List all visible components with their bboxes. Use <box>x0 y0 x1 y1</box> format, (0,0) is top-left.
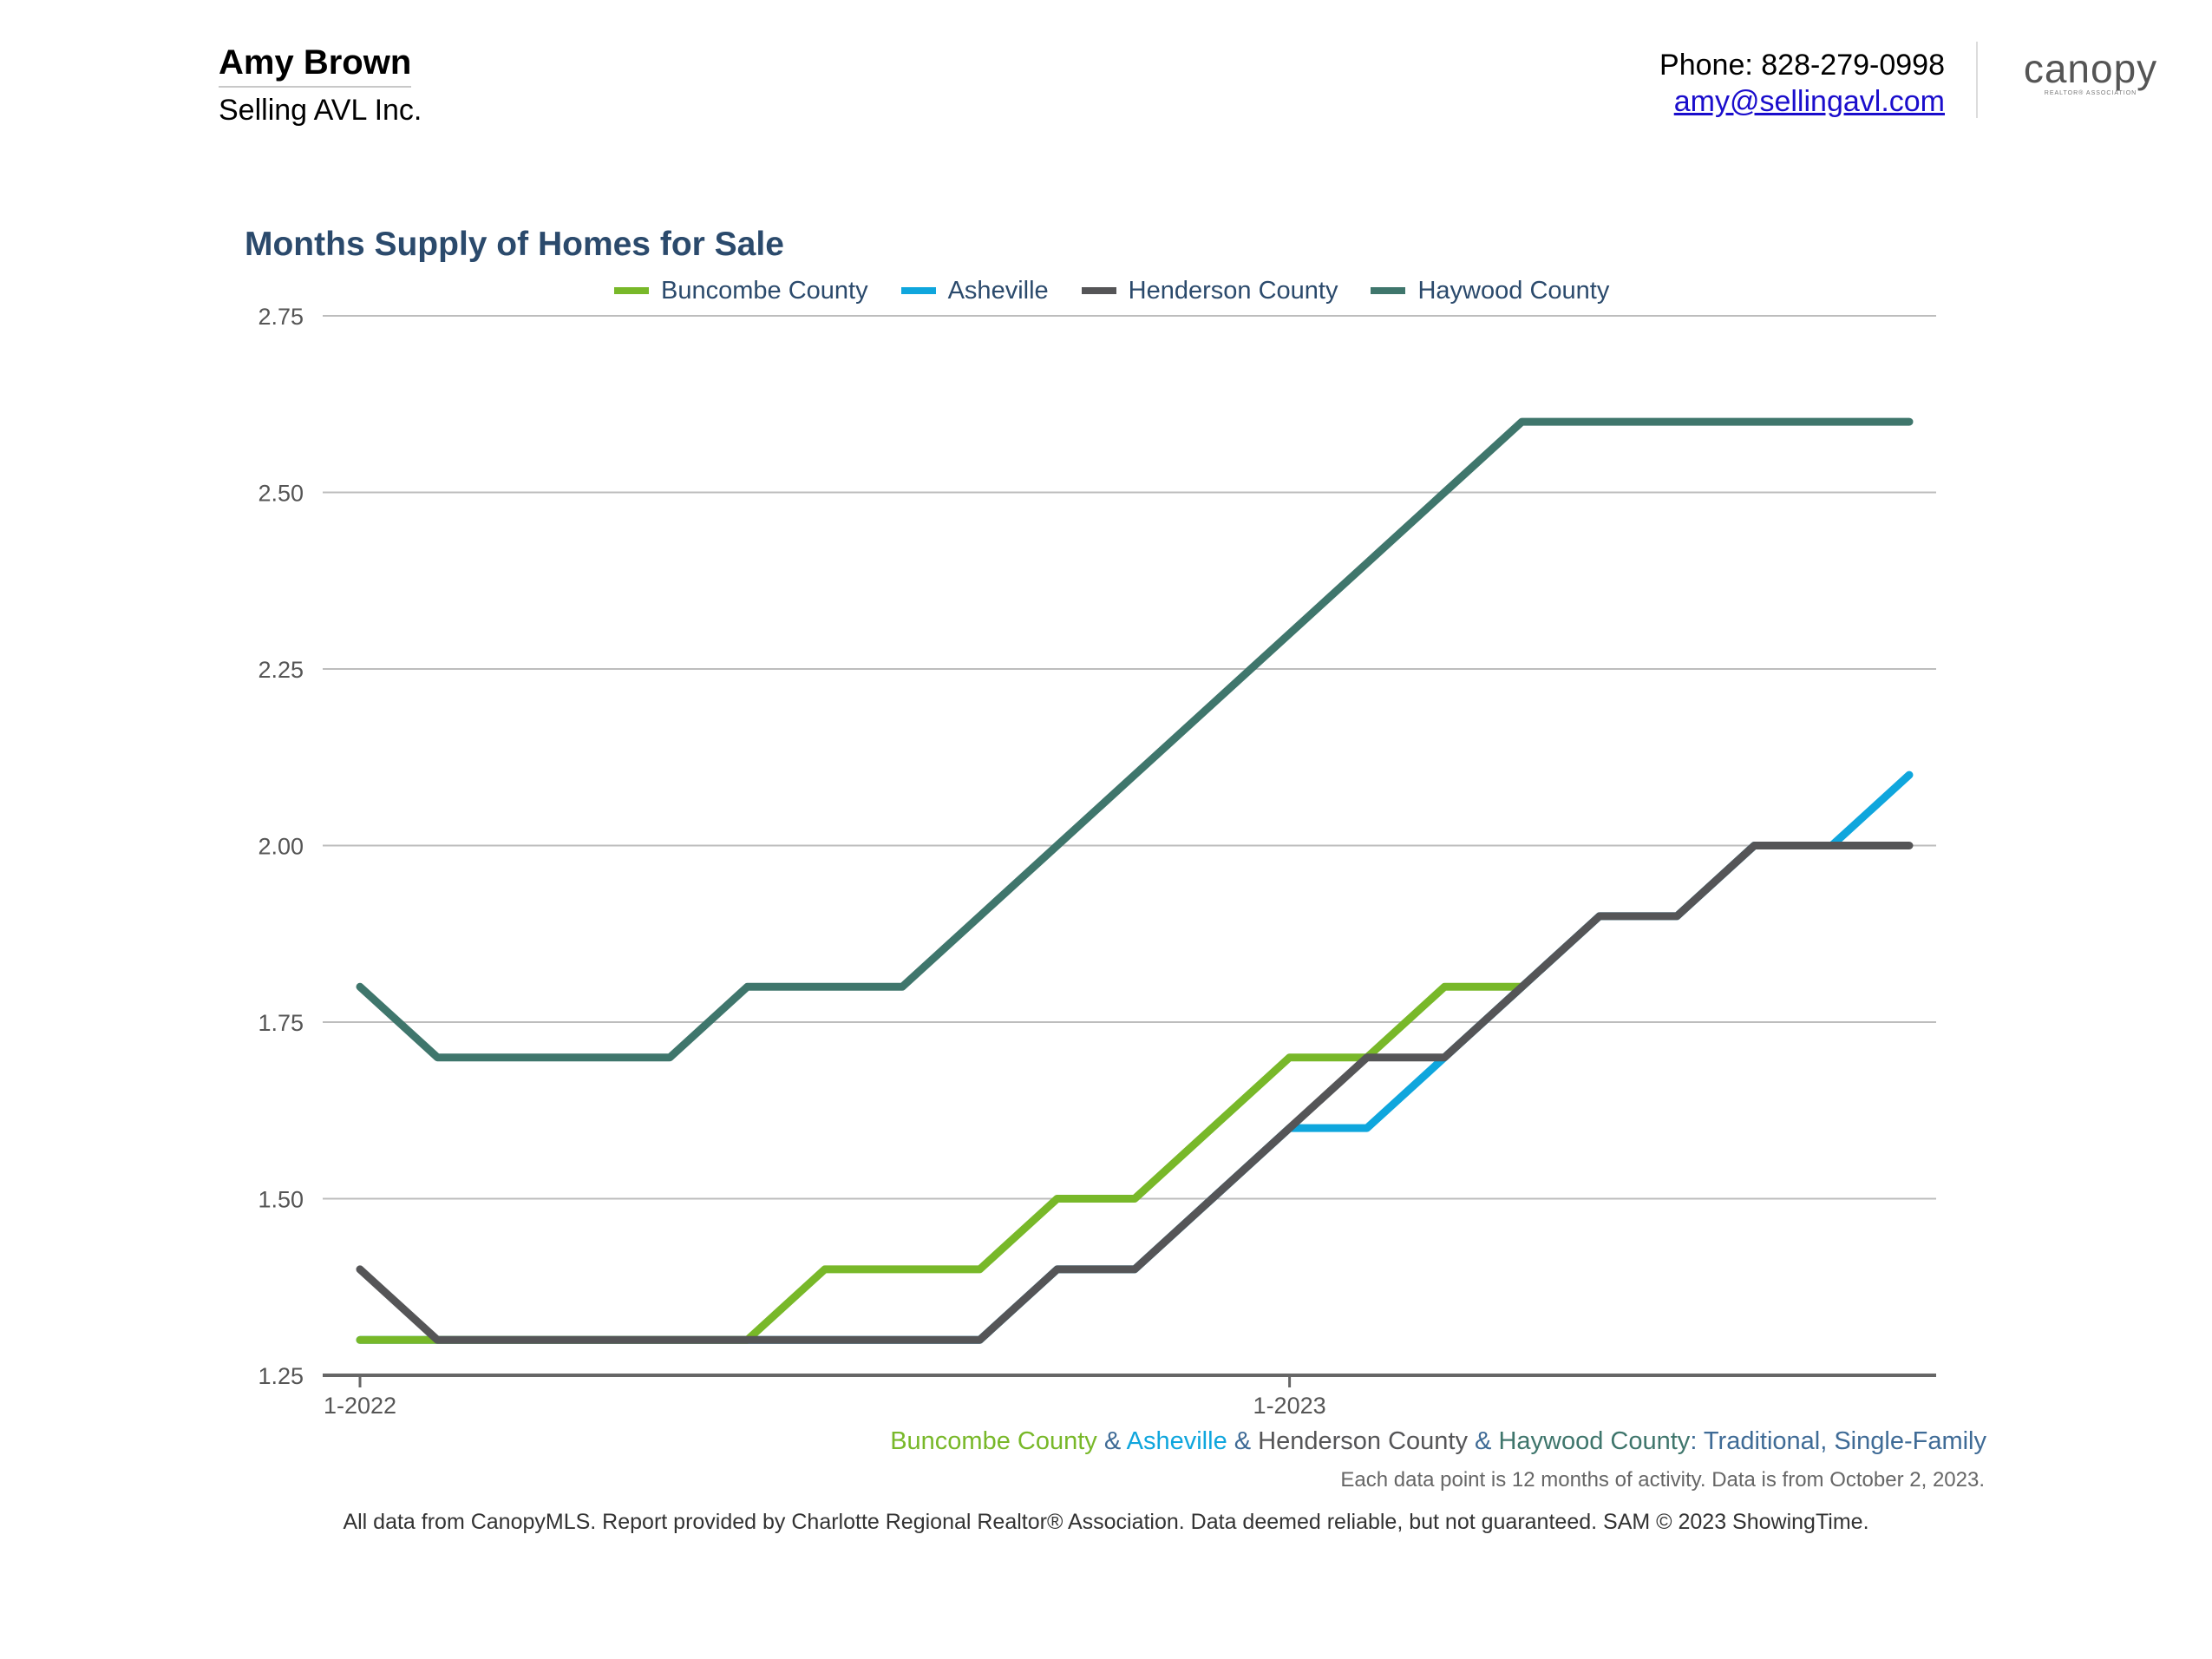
legend-swatch <box>1081 287 1116 294</box>
subtitle-part: Asheville <box>1126 1427 1227 1455</box>
subtitle-part: Henderson County <box>1258 1427 1468 1455</box>
subtitle-part: & <box>1468 1427 1499 1455</box>
chart-legend: Buncombe County Asheville Henderson County… <box>614 273 1642 308</box>
legend-swatch <box>614 287 649 294</box>
subtitle-part: Haywood County <box>1498 1427 1691 1455</box>
legend-item: Buncombe County <box>614 277 868 305</box>
subtitle-part: & <box>1096 1427 1127 1455</box>
agent-company: Selling AVL Inc. <box>219 94 422 127</box>
y-tick-label: 2.75 <box>258 304 304 330</box>
y-tick-label: 2.25 <box>258 657 304 683</box>
legend-item: Asheville <box>900 276 1049 305</box>
x-tick-label: 1-2023 <box>1253 1393 1326 1419</box>
legend-label: Haywood County <box>1417 276 1610 305</box>
series-line-haywood-county <box>356 417 1914 1062</box>
legend-label: Asheville <box>947 276 1049 305</box>
subtitle-part: Buncombe County <box>890 1427 1097 1455</box>
legend-item: Haywood County <box>1371 277 1609 305</box>
series-layer <box>356 417 1914 1344</box>
canopy-logo: canopy REALTOR® ASSOCIATION <box>2021 49 2160 101</box>
header-divider <box>1976 42 1978 118</box>
y-tick-label: 1.25 <box>258 1363 304 1389</box>
subtitle-part: & <box>1227 1427 1259 1455</box>
series-line-buncombe-county <box>356 982 1526 1344</box>
chart-title: Months Supply of Homes for Sale <box>245 226 784 263</box>
axis-layer: 1.25 1.50 1.75 2.00 2.25 2.50 2.75 1-2022 1-2023 <box>258 304 1936 1419</box>
legend-item: Henderson County <box>1081 276 1338 305</box>
legend-swatch <box>1371 287 1406 294</box>
agent-phone: Phone: 828-279-0998 <box>1659 49 1945 82</box>
agent-email-link[interactable]: amy@sellingavl.com <box>1673 85 1945 118</box>
subtitle-part: : Traditional, Single-Family <box>1690 1427 1986 1455</box>
logo-wordmark: canopy <box>2023 46 2158 91</box>
chart-subtitle: Buncombe County & Asheville & Henderson … <box>890 1427 1986 1456</box>
logo-subtext: REALTOR® ASSOCIATION <box>2044 90 2137 96</box>
agent-name: Amy Brown <box>219 43 412 88</box>
legend-label: Henderson County <box>1128 276 1338 305</box>
legend-swatch <box>900 287 936 294</box>
grid-layer <box>323 315 1936 1200</box>
y-tick-label: 2.50 <box>258 481 304 507</box>
legend-label: Buncombe County <box>661 276 868 305</box>
chart-note: Each data point is 12 months of activity… <box>1340 1468 1985 1492</box>
x-tick-label: 1-2022 <box>324 1393 396 1419</box>
footer-disclaimer: All data from CanopyMLS. Report provided… <box>343 1510 1869 1534</box>
line-chart: 1.25 1.50 1.75 2.00 2.25 2.50 2.75 1-2022 1-2023 <box>258 304 1936 1419</box>
series-line-henderson-county <box>356 842 1914 1344</box>
y-tick-label: 2.00 <box>258 834 304 860</box>
y-tick-label: 1.50 <box>258 1187 304 1213</box>
y-tick-label: 1.75 <box>258 1010 304 1036</box>
